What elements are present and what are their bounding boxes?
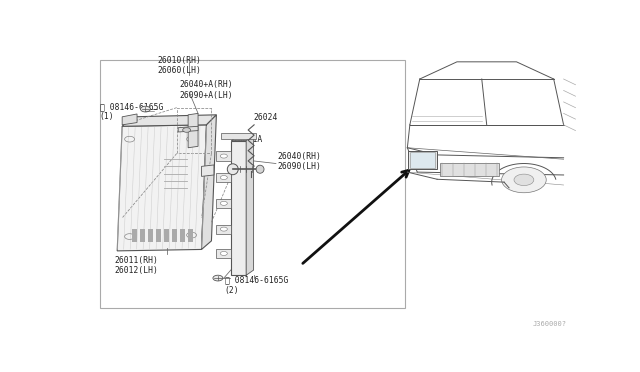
- Circle shape: [220, 176, 227, 180]
- Circle shape: [220, 201, 227, 205]
- Circle shape: [514, 174, 534, 186]
- Polygon shape: [178, 126, 198, 132]
- Polygon shape: [246, 135, 253, 275]
- Text: 26024: 26024: [253, 113, 278, 122]
- Polygon shape: [231, 135, 253, 141]
- Polygon shape: [216, 173, 231, 182]
- Text: 26040+A(RH)
26090+A(LH): 26040+A(RH) 26090+A(LH): [179, 80, 233, 100]
- Bar: [140, 228, 145, 242]
- Circle shape: [502, 167, 547, 193]
- Bar: [440, 163, 499, 176]
- Ellipse shape: [227, 164, 238, 175]
- Bar: [180, 228, 185, 242]
- Text: Ⓑ 08146-6165G
(2): Ⓑ 08146-6165G (2): [225, 276, 288, 295]
- Polygon shape: [122, 114, 137, 125]
- Bar: [100, 60, 405, 308]
- Text: J360000?: J360000?: [532, 321, 566, 327]
- Bar: [408, 151, 437, 169]
- Polygon shape: [231, 141, 246, 275]
- Polygon shape: [216, 249, 231, 258]
- Bar: [148, 228, 153, 242]
- Polygon shape: [221, 134, 256, 140]
- Polygon shape: [202, 165, 214, 176]
- Polygon shape: [122, 115, 216, 126]
- Bar: [156, 228, 161, 242]
- Ellipse shape: [256, 165, 264, 173]
- Circle shape: [141, 106, 150, 112]
- Text: 26011(RH)
26012(LH): 26011(RH) 26012(LH): [115, 256, 159, 275]
- Bar: [132, 228, 137, 242]
- Text: 26010(RH)
26060(LH): 26010(RH) 26060(LH): [157, 56, 201, 76]
- Polygon shape: [188, 113, 198, 148]
- Polygon shape: [216, 151, 231, 161]
- Circle shape: [182, 128, 191, 132]
- Polygon shape: [216, 199, 231, 208]
- Bar: [172, 228, 177, 242]
- Bar: [188, 228, 193, 242]
- Circle shape: [220, 227, 227, 231]
- Circle shape: [213, 275, 223, 281]
- Text: 26040(RH)
26090(LH): 26040(RH) 26090(LH): [277, 152, 321, 171]
- Circle shape: [220, 251, 227, 256]
- Polygon shape: [216, 225, 231, 234]
- Polygon shape: [202, 115, 216, 250]
- Bar: [164, 228, 169, 242]
- Text: Ⓑ 08146-6165G
(1): Ⓑ 08146-6165G (1): [100, 102, 163, 121]
- Polygon shape: [117, 125, 207, 251]
- Bar: [410, 152, 435, 168]
- Text: 26011A: 26011A: [234, 135, 263, 144]
- Circle shape: [220, 154, 227, 158]
